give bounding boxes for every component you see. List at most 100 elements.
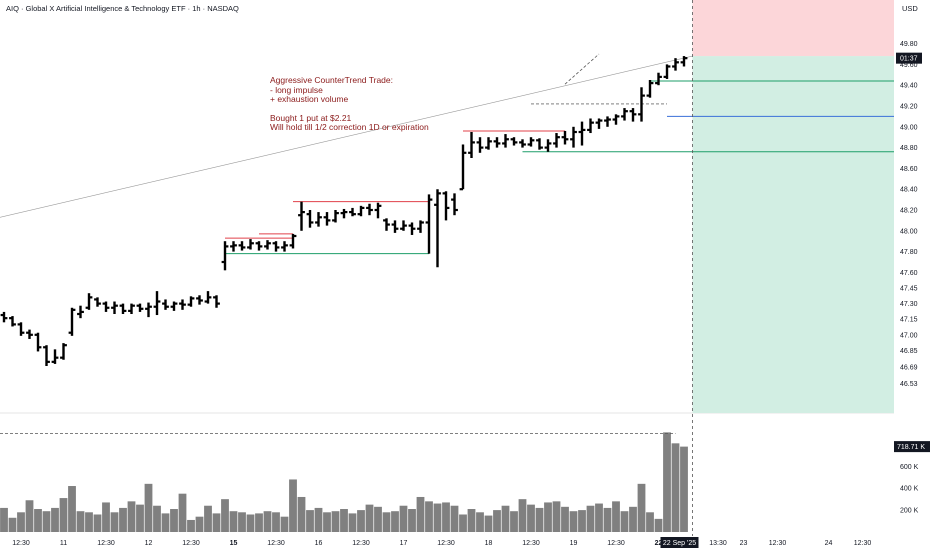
volume-bar bbox=[195, 516, 204, 532]
volume-bar bbox=[110, 512, 119, 532]
ohlc-bar bbox=[26, 329, 33, 339]
volume-bar bbox=[323, 512, 331, 532]
ohlc-bar bbox=[298, 201, 305, 231]
time-tick-label: 22 bbox=[655, 540, 663, 547]
ohlc-bar bbox=[366, 203, 373, 216]
volume-bar bbox=[459, 514, 467, 532]
volume-bar bbox=[552, 501, 561, 532]
time-tick-label: 12:30 bbox=[522, 540, 540, 547]
volume-bar bbox=[144, 483, 153, 532]
volume-bar bbox=[238, 512, 246, 532]
ohlc-bar bbox=[238, 241, 246, 251]
ohlc-bar bbox=[162, 299, 169, 310]
current-price-label: 01:37 bbox=[900, 56, 918, 63]
ohlc-bar bbox=[663, 64, 671, 79]
ohlc-bar bbox=[646, 80, 654, 98]
ohlc-bar bbox=[544, 139, 552, 152]
ohlc-bar bbox=[451, 193, 458, 216]
volume-bar bbox=[391, 511, 399, 532]
annotation-line: Will hold till 1/2 correction 1D or expi… bbox=[270, 122, 429, 132]
volume-bar bbox=[654, 518, 663, 532]
ohlc-bar bbox=[204, 291, 212, 304]
volume-bar bbox=[518, 499, 527, 532]
volume-bar bbox=[170, 509, 178, 532]
ohlc-bar bbox=[374, 202, 382, 219]
volume-bar bbox=[127, 501, 136, 532]
volume-bar bbox=[374, 506, 382, 532]
ohlc-bar bbox=[153, 291, 161, 316]
volume-bar bbox=[467, 509, 476, 532]
volume-bar bbox=[178, 493, 187, 532]
volume-bar bbox=[535, 507, 544, 532]
volume-bar bbox=[331, 511, 340, 532]
volume-bar bbox=[59, 498, 68, 532]
ohlc-bar bbox=[102, 301, 110, 312]
ohlc-bar bbox=[170, 301, 178, 311]
ohlc-bar bbox=[111, 301, 118, 314]
currency-label: USD bbox=[902, 4, 918, 13]
volume-bar bbox=[433, 503, 442, 532]
ohlc-bar bbox=[136, 303, 144, 312]
ohlc-bar bbox=[213, 295, 220, 308]
volume-bar bbox=[629, 506, 637, 532]
volume-bar bbox=[229, 511, 238, 532]
volume-bar bbox=[680, 446, 688, 532]
volume-bar bbox=[484, 515, 493, 532]
ohlc-bar bbox=[128, 303, 135, 314]
price-tick-label: 48.60 bbox=[900, 166, 918, 173]
volume-bar bbox=[671, 443, 680, 532]
ohlc-bar bbox=[553, 133, 560, 148]
volume-bar bbox=[0, 507, 8, 532]
ohlc-bar bbox=[306, 210, 314, 228]
ohlc-bar bbox=[459, 144, 467, 191]
ohlc-bar bbox=[561, 130, 569, 145]
volume-bar bbox=[569, 511, 578, 532]
ohlc-bar bbox=[417, 220, 424, 233]
stop-loss-zone bbox=[692, 0, 894, 57]
ohlc-bar bbox=[332, 210, 339, 223]
ohlc-bar bbox=[196, 295, 203, 305]
price-tick-label: 49.80 bbox=[900, 41, 918, 48]
ohlc-bar bbox=[281, 241, 288, 252]
price-tick-label: 47.15 bbox=[900, 317, 918, 324]
annotation-line: Aggressive CounterTrend Trade: bbox=[270, 75, 393, 85]
time-tick-label: 12:30 bbox=[97, 540, 115, 547]
trendline bbox=[0, 55, 693, 218]
ohlc-bar bbox=[255, 241, 263, 251]
ohlc-bar bbox=[612, 114, 620, 125]
volume-bar bbox=[408, 509, 416, 532]
volume-value-tag bbox=[894, 441, 930, 453]
current-price-tag bbox=[896, 52, 922, 64]
price-tick-label: 48.20 bbox=[900, 208, 918, 215]
volume-tick-label: 400 K bbox=[900, 486, 919, 493]
ohlc-bar bbox=[621, 108, 628, 121]
ohlc-bar bbox=[17, 322, 25, 336]
volume-bar bbox=[416, 496, 425, 532]
volume-bar bbox=[442, 502, 450, 532]
volume-bar bbox=[314, 507, 323, 532]
volume-bar bbox=[501, 505, 510, 532]
ohlc-bar bbox=[400, 220, 407, 231]
ohlc-bar bbox=[340, 208, 348, 219]
volume-bar bbox=[25, 500, 34, 532]
ohlc-bar bbox=[536, 138, 543, 150]
volume-bar bbox=[357, 510, 365, 532]
volume-tick-label: 600 K bbox=[900, 464, 919, 471]
ohlc-bar bbox=[493, 137, 501, 148]
volume-bar bbox=[382, 512, 391, 532]
ohlc-bar bbox=[9, 316, 16, 327]
volume-bar bbox=[161, 513, 170, 532]
time-tick-label: 17 bbox=[400, 540, 408, 547]
volume-value-label: 718.71 K bbox=[897, 444, 925, 451]
volume-bar bbox=[450, 505, 459, 532]
ohlc-bar bbox=[442, 191, 450, 221]
price-tick-label: 48.40 bbox=[900, 187, 918, 194]
ohlc-bar bbox=[519, 139, 526, 148]
volume-bar bbox=[255, 513, 263, 532]
trendline bbox=[564, 53, 600, 85]
ohlc-bar bbox=[0, 311, 8, 323]
volume-bar bbox=[272, 512, 280, 532]
ohlc-bar bbox=[119, 303, 127, 314]
volume-bar bbox=[637, 483, 646, 532]
